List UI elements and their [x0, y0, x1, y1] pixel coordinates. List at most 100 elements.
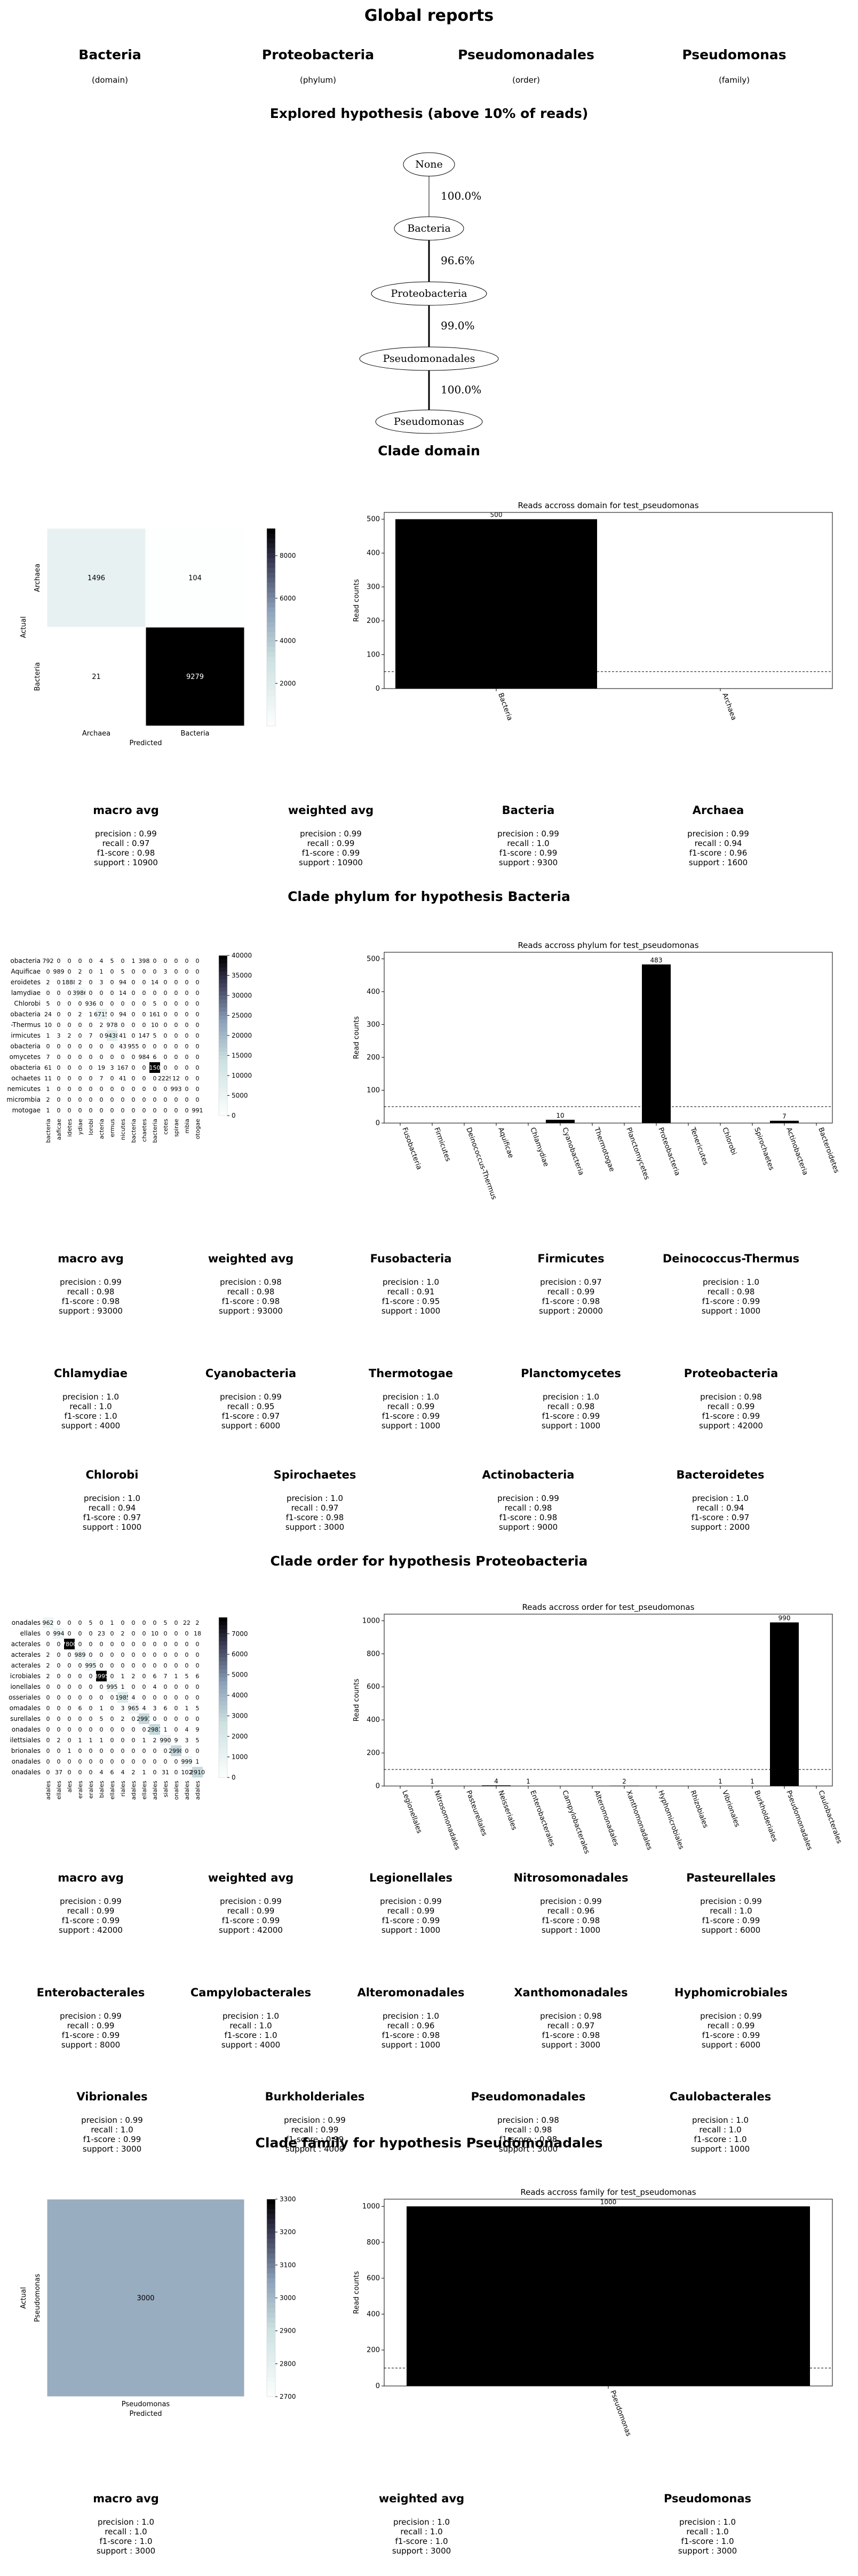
cm-cell-value: 0 [78, 1684, 82, 1690]
cm-cell-value: 994 [53, 1630, 65, 1637]
colorbar-segment [219, 1773, 227, 1778]
cm-cell-value: 1 [46, 1032, 50, 1039]
y-tick-label: 300 [367, 1021, 380, 1029]
cm-cell-value: 0 [142, 1043, 146, 1050]
cm-cell-value: 0 [100, 990, 104, 997]
cm-cell [96, 1073, 107, 1084]
cm-cell [43, 1062, 53, 1073]
cm-cell-value: 0 [57, 1641, 61, 1648]
cm-cell-value: 6 [164, 1705, 168, 1712]
x-tick-label: Planctomycetes [624, 1126, 650, 1181]
cm-cell [117, 1084, 128, 1094]
y-tick-label: 600 [367, 2274, 380, 2282]
cm-cell [128, 1617, 139, 1628]
cm-cell [128, 1009, 139, 1020]
cm-cell-value: 0 [174, 1716, 178, 1722]
cm-cell-value: 0 [196, 968, 200, 975]
colorbar-segment [267, 2387, 275, 2392]
colorbar-segment [219, 975, 227, 980]
cm-col-label: ellales [141, 1781, 148, 1799]
cm-col-label: bacteria [45, 1119, 52, 1143]
metric-value: precision : 0.99 [60, 1897, 122, 1906]
colorbar-segment [219, 979, 227, 984]
cm-cell [139, 1745, 149, 1756]
cm-cell [96, 1681, 107, 1692]
metric-block: macro avg precision : 0.99 recall : 0.98 f1… [11, 1252, 171, 1316]
metric-block: Proteobacteria precision : 0.98 recall : 0… [651, 1366, 811, 1431]
x-tick-label: Firmicutes [432, 1126, 452, 1163]
cm-cell [117, 1617, 128, 1628]
cm-cell-value: 4 [185, 1726, 189, 1733]
cm-cell [53, 1041, 64, 1052]
cm-cell-value: 0 [89, 979, 93, 986]
cm-cell-value: 0 [185, 968, 189, 975]
colorbar-segment [267, 617, 275, 623]
cm-cell [171, 1767, 181, 1777]
colorbar-segment [267, 2273, 275, 2279]
cm-cell [64, 1692, 75, 1703]
cm-cell [192, 1628, 203, 1639]
cm-cell-value: 0 [142, 1619, 146, 1626]
cm-cell-value: 0 [196, 1096, 200, 1103]
colorbar-tick-label: 5000 [232, 1671, 248, 1679]
bar-chart-domain: Reads accross domain for test_pseudomona… [353, 501, 833, 722]
colorbar-segment [267, 612, 275, 618]
x-tick-label: Bacteroidetes [816, 1126, 840, 1174]
cm-cell-value: 0 [57, 1054, 61, 1061]
cm-cell [149, 1671, 160, 1681]
cm-cell-value: 0 [46, 1758, 50, 1765]
cm-cell [149, 1692, 160, 1703]
cm-cell-value: 989 [75, 1652, 86, 1658]
cm-cell-value: 0 [174, 1011, 178, 1018]
bar [770, 1120, 799, 1123]
cm-cell-value: 0 [132, 1641, 136, 1648]
cm-cell-value: 5 [185, 1673, 189, 1680]
cm-cell [128, 1094, 139, 1105]
cm-cell-value: 0 [46, 1630, 50, 1637]
cm-col-label: idetes [66, 1119, 73, 1137]
y-tick-label: 0 [376, 685, 380, 693]
top-name: Pseudomonas [682, 47, 787, 62]
cm-col-label: Archaea [82, 730, 110, 738]
cm-cell [181, 1767, 192, 1777]
colorbar-segment [267, 2372, 275, 2377]
cm-row-label: surellales [10, 1715, 41, 1722]
cm-cell-value: 0 [78, 1619, 82, 1626]
metric-block: Pasteurellales precision : 0.99 recall : 1… [651, 1871, 811, 1935]
cm-cell-value: 5 [89, 1619, 93, 1626]
cm-cell [139, 1041, 149, 1052]
cm-cell [85, 1724, 96, 1735]
cm-cell-value: 23 [98, 1630, 105, 1637]
metric-block: Campylobacterales precision : 1.0 recall :… [171, 1986, 331, 2050]
colorbar-segment [267, 711, 275, 717]
cm-cell-value: 0 [68, 1000, 72, 1007]
metric-title: Campylobacterales [190, 1986, 312, 1999]
x-tick-label: Burkholderiales [752, 1789, 778, 1843]
metric-value: support : 3000 [498, 2144, 558, 2154]
top-rank: (phylum) [300, 75, 336, 85]
cm-cell-value: 0 [110, 1054, 114, 1061]
colorbar-tick-label: 3200 [280, 2229, 296, 2236]
metric-title: Pseudomonas [663, 2492, 752, 2505]
cm-cell-value: 14 [151, 979, 158, 986]
cm-cell [139, 1735, 149, 1745]
cm-cell-value: 0 [132, 1662, 136, 1669]
metric-value: f1-score : 0.97 [83, 1513, 141, 1522]
cm-cell [192, 966, 203, 977]
cm-cell-value: 995 [85, 1662, 97, 1669]
cm-row-label: brionales [11, 1747, 41, 1755]
cm-cell [149, 966, 160, 977]
cm-row-label: -Thermus [11, 1021, 41, 1029]
metric-value: f1-score : 0.98 [499, 1513, 558, 1522]
metric-title: Bacteria [502, 804, 555, 817]
cm-cell [181, 955, 192, 966]
cm-cell-value: 0 [153, 1043, 157, 1050]
plot-frame [384, 952, 833, 1124]
cm-cell-value: 0 [68, 1716, 72, 1722]
cm-cell-value: 0 [153, 1619, 157, 1626]
cm-cell [96, 1105, 107, 1116]
cm-cell [96, 1639, 107, 1649]
cm-cell-value: 61 [44, 1064, 52, 1071]
cm-cell-value: 0 [46, 990, 50, 997]
cm-cell [171, 1649, 181, 1660]
